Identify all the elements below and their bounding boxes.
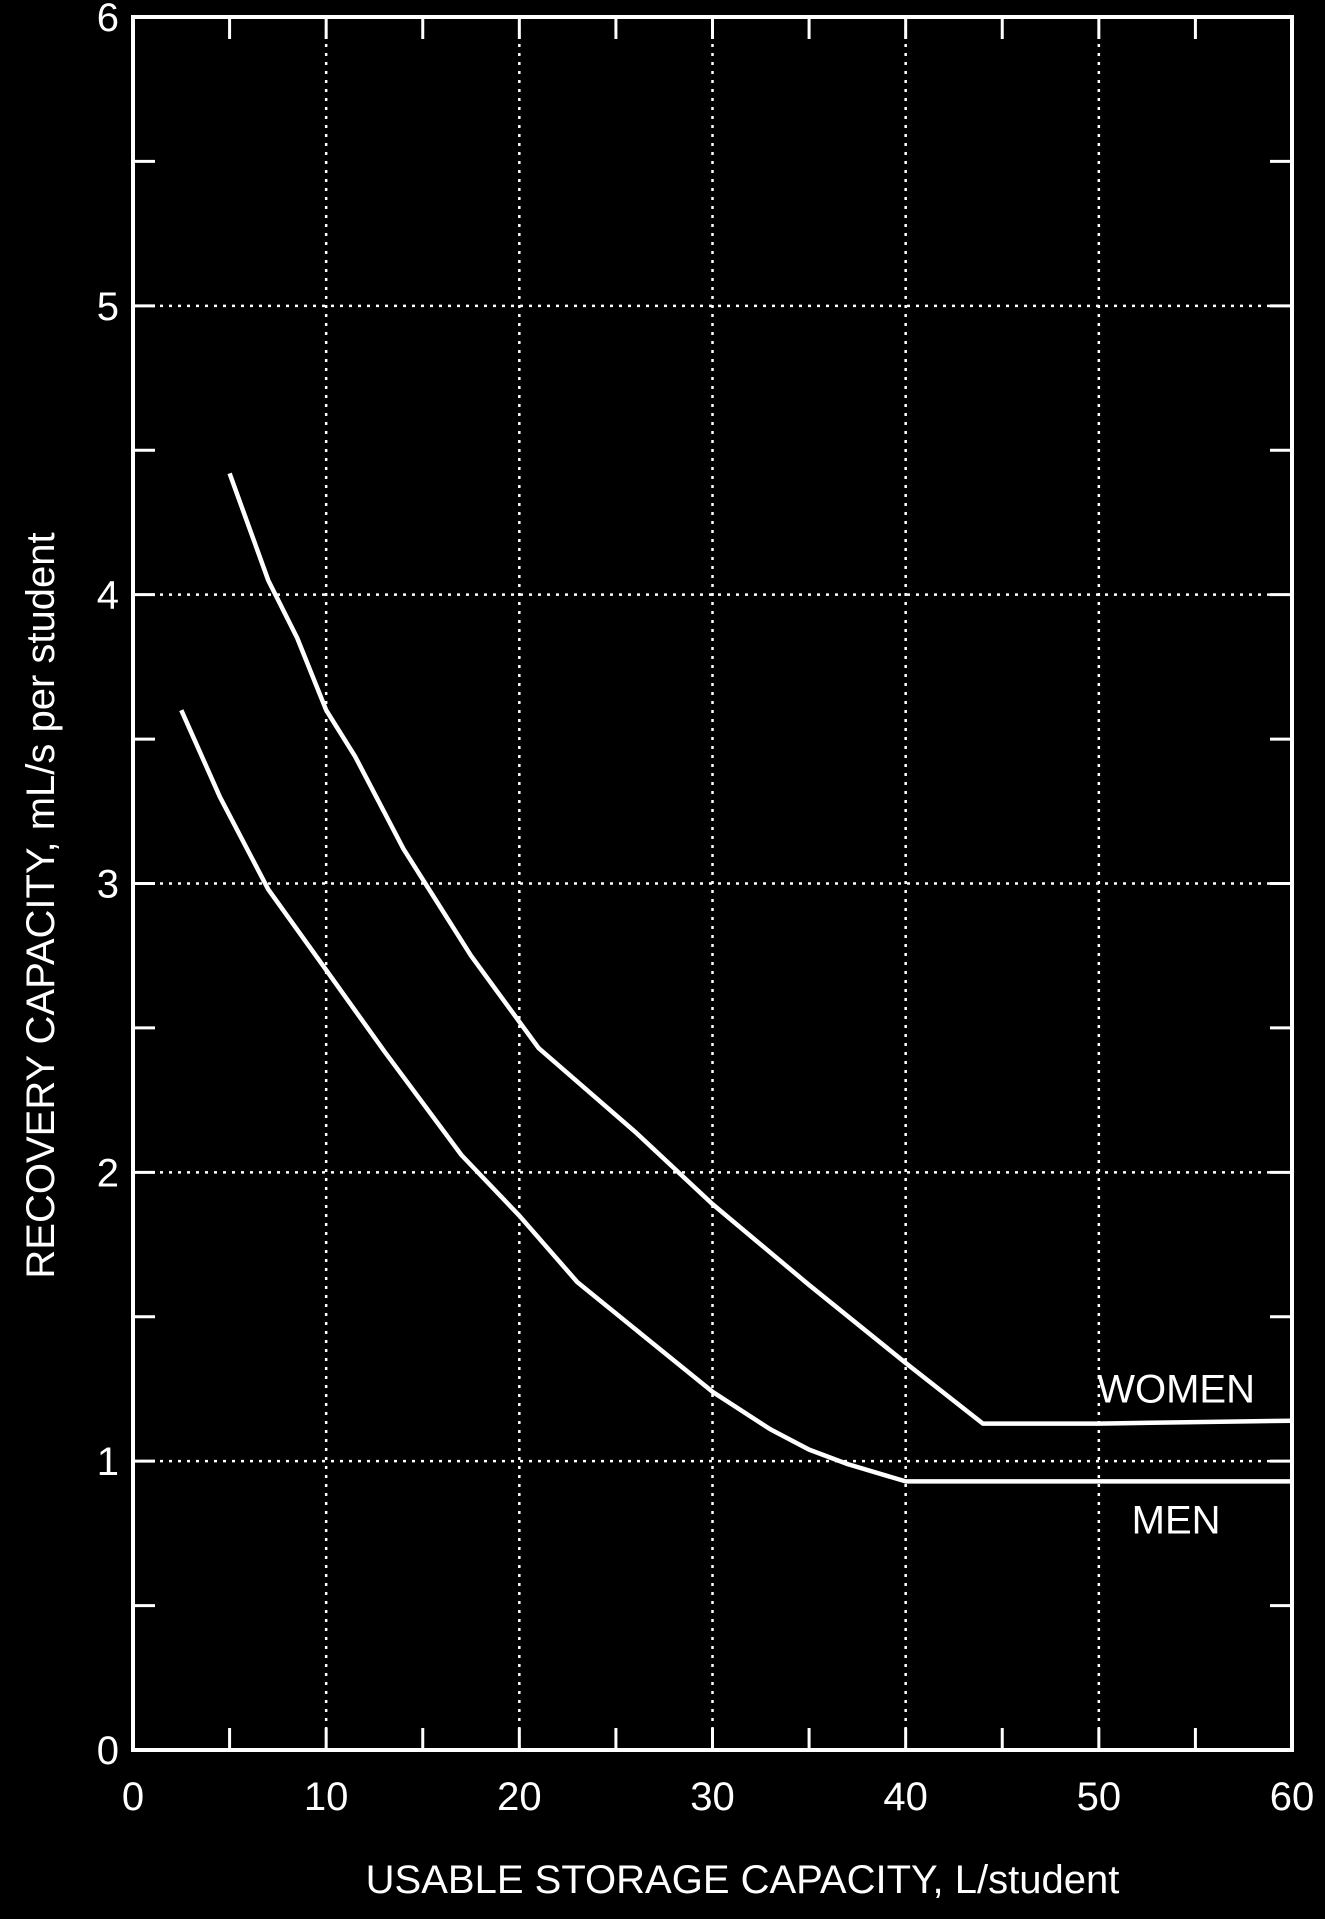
series-line-women (227, 472, 1293, 1426)
y-tick-label: 4 (97, 574, 119, 618)
series-label-women: WOMEN (1097, 1368, 1255, 1412)
y-tick-label: 0 (97, 1729, 119, 1773)
x-tick-label: 40 (883, 1775, 928, 1819)
y-axis-title: RECOVERY CAPACITY, mL/s per student (19, 532, 63, 1278)
x-tick-label: 60 (1270, 1775, 1315, 1819)
series-line-men (179, 709, 1292, 1484)
plot-frame (131, 15, 1294, 1752)
series-label-men: MEN (1132, 1498, 1221, 1542)
y-tick-label: 5 (97, 285, 119, 329)
x-tick-label: 20 (497, 1775, 542, 1819)
y-tick-label: 3 (97, 863, 119, 907)
x-tick-label: 10 (304, 1775, 349, 1819)
y-tick-label: 1 (97, 1440, 119, 1484)
x-axis-title: USABLE STORAGE CAPACITY, L/student (366, 1858, 1120, 1902)
y-tick-label: 2 (97, 1151, 119, 1195)
x-tick-label: 0 (122, 1775, 144, 1819)
grid (133, 17, 1292, 1750)
y-tick-label: 6 (97, 0, 119, 40)
series (179, 472, 1293, 1484)
x-tick-label: 30 (690, 1775, 735, 1819)
x-tick-label: 50 (1077, 1775, 1122, 1819)
series-labels: WOMEN MEN (1097, 1368, 1255, 1543)
x-tick-labels: 0 10 20 30 40 50 60 (122, 1775, 1314, 1819)
y-tick-labels: 0 1 2 3 4 5 6 (97, 0, 119, 1773)
